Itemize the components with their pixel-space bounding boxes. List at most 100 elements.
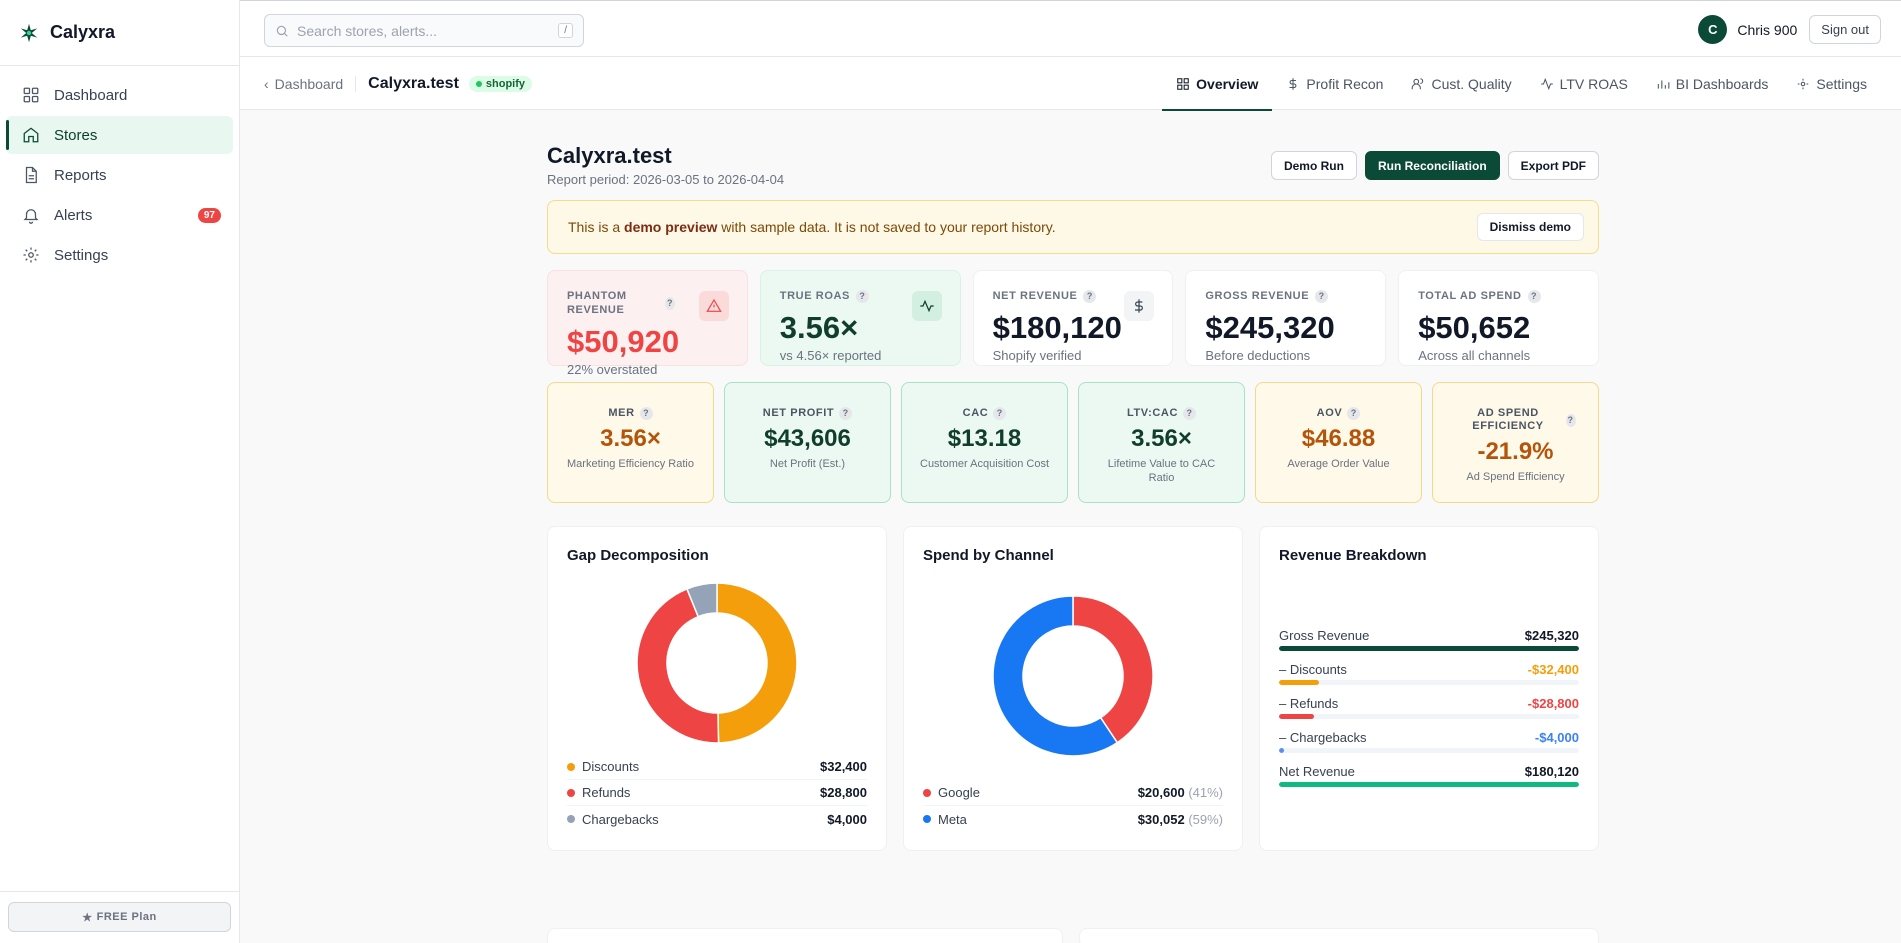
legend-percent: (41%): [1188, 785, 1223, 800]
sidebar-item-settings[interactable]: Settings: [6, 236, 233, 274]
sidebar-item-stores[interactable]: Stores: [6, 116, 233, 154]
tab-settings[interactable]: Settings: [1782, 57, 1881, 110]
help-icon[interactable]: ?: [1347, 407, 1361, 420]
report-period: Report period: 2026-03-05 to 2026-04-04: [547, 172, 785, 187]
breadcrumb-store-name: Calyxra.test: [368, 74, 459, 92]
donut-slice-google[interactable]: [1072, 595, 1154, 744]
breakdown-bar-track: [1279, 748, 1579, 753]
help-icon[interactable]: ?: [839, 407, 853, 420]
tab-profit-recon[interactable]: Profit Recon: [1272, 57, 1397, 110]
gear-icon: [23, 247, 39, 263]
dismiss-demo-button[interactable]: Dismiss demo: [1476, 213, 1584, 241]
dollar-icon: [1289, 77, 1297, 90]
sidebar-item-label: Reports: [54, 166, 107, 184]
help-icon[interactable]: ?: [1565, 413, 1576, 427]
revenue-breakdown-card: Revenue Breakdown Gross Revenue $245,320 –…: [1259, 526, 1599, 851]
brand[interactable]: Calyxra: [0, 0, 239, 66]
kpi-value: 3.56×: [779, 310, 859, 345]
help-icon[interactable]: ?: [665, 296, 675, 310]
tab-overview[interactable]: Overview: [1162, 57, 1273, 111]
breadcrumb: ‹ Dashboard Calyxra.test shopify: [264, 57, 533, 110]
plan-button[interactable]: ★ FREE Plan: [8, 902, 231, 932]
help-icon[interactable]: ?: [1527, 289, 1541, 303]
user-name: Chris 900: [1737, 21, 1798, 38]
help-icon[interactable]: ?: [639, 407, 653, 420]
card-title: Spend by Channel: [923, 547, 1054, 564]
breakdown-row-header: Gross Revenue $245,320: [1279, 628, 1579, 644]
warning-icon: [698, 291, 729, 321]
legend-item-google: Google $20,600 (41%): [923, 780, 1223, 806]
legend-label-group: Meta: [923, 812, 967, 827]
tab-ltv-roas[interactable]: LTV ROAS: [1526, 57, 1642, 110]
legend-swatch: [923, 788, 931, 797]
run-reconciliation-button[interactable]: Run Reconciliation: [1364, 151, 1500, 180]
sidebar-item-label: Alerts: [54, 206, 93, 224]
donut-slice-discounts[interactable]: [716, 582, 798, 744]
kpi-subtext: Shopify verified: [992, 348, 1082, 363]
store-subnav: ‹ Dashboard Calyxra.test shopify Overvie…: [240, 57, 1901, 111]
tab-label: Settings: [1816, 75, 1867, 92]
donut-slice-chargebacks[interactable]: [685, 582, 718, 618]
metric-value: 3.56×: [1131, 425, 1192, 452]
tab-bi-dashboards[interactable]: BI Dashboards: [1642, 57, 1783, 110]
help-icon[interactable]: ?: [1315, 289, 1329, 303]
breakdown-label: – Discounts: [1279, 662, 1347, 677]
kpi-label-text: Net Revenue: [992, 290, 1078, 302]
logo-icon: [20, 23, 38, 42]
metric-description: Ad Spend Efficiency: [1466, 471, 1565, 483]
sign-out-button[interactable]: Sign out: [1809, 15, 1881, 44]
legend-item-refunds: Refunds $28,800: [567, 780, 867, 806]
kpi-value: $50,652: [1418, 310, 1531, 345]
help-icon[interactable]: ?: [1083, 289, 1097, 303]
legend-percent: (59%): [1188, 811, 1223, 827]
card-title: Gap Decomposition: [567, 547, 709, 564]
metric-label-text: LTV:CAC: [1126, 407, 1179, 419]
breakdown-bar-track: [1279, 646, 1579, 651]
demo-banner-text: This is a demo preview with sample data.…: [568, 219, 1056, 235]
help-icon[interactable]: ?: [855, 289, 869, 303]
help-icon[interactable]: ?: [993, 407, 1007, 420]
breakdown-row-header: – Refunds -$28,800: [1279, 696, 1579, 712]
bell-icon: [23, 209, 39, 224]
kpi-label: Total Ad Spend?: [1418, 289, 1579, 303]
legend-amount: $30,052: [1137, 811, 1185, 827]
legend-swatch: [923, 815, 931, 823]
kpi-label-text: Phantom Revenue: [567, 290, 627, 316]
legend-amount: $32,400: [820, 759, 867, 774]
gap-decomposition-card: Gap Decomposition Discounts $32,400 Refund…: [547, 526, 887, 851]
kpi-label-text: Total Ad Spend: [1418, 290, 1522, 302]
next-card-left: [547, 928, 1063, 943]
sidebar-item-alerts[interactable]: Alerts 97: [6, 196, 233, 234]
breadcrumb-back-link[interactable]: ‹ Dashboard: [264, 75, 357, 92]
export-pdf-button[interactable]: Export PDF: [1507, 151, 1599, 180]
avatar[interactable]: C: [1698, 15, 1728, 44]
kpi-label: True ROAS?: [780, 289, 941, 303]
legend-amount: $28,800: [820, 785, 867, 800]
grid-icon: [1177, 77, 1189, 90]
kpi-subtext: vs 4.56× reported: [779, 348, 882, 363]
kpi-value: $50,920: [567, 324, 680, 359]
legend-label: Google: [938, 785, 980, 800]
sidebar-item-reports[interactable]: Reports: [6, 156, 233, 194]
search-input[interactable]: Search stores, alerts... /: [264, 14, 584, 47]
breakdown-row-header: Net Revenue $180,120: [1279, 764, 1579, 780]
tab-cust-quality[interactable]: Cust. Quality: [1397, 57, 1525, 110]
app-name: Calyxra: [50, 22, 116, 42]
kpi-label: Net Revenue?: [993, 289, 1154, 303]
demo-run-button[interactable]: Demo Run: [1270, 151, 1357, 180]
tab-label: LTV ROAS: [1559, 75, 1628, 92]
grid-icon: [23, 87, 39, 103]
topbar: Search stores, alerts... / C Chris 900 S…: [240, 0, 1901, 57]
breakdown-bar-track: [1279, 714, 1579, 719]
metric-label: AOV?: [1317, 407, 1361, 420]
tab-label: Cust. Quality: [1431, 75, 1512, 92]
search-icon: [276, 25, 288, 37]
sidebar: Calyxra Dashboard Stores Reports Alerts …: [0, 0, 240, 943]
kpi-label-text: True ROAS: [779, 290, 850, 302]
metric-card-ad-spend-efficiency: Ad Spend Efficiency? -21.9% Ad Spend Effic…: [1432, 382, 1599, 503]
help-icon[interactable]: ?: [1183, 407, 1197, 420]
sidebar-item-dashboard[interactable]: Dashboard: [6, 76, 233, 114]
donut-slice-refunds[interactable]: [636, 587, 720, 744]
metric-description: Customer Acquisition Cost: [920, 458, 1049, 470]
donut-slice-meta[interactable]: [992, 595, 1119, 757]
